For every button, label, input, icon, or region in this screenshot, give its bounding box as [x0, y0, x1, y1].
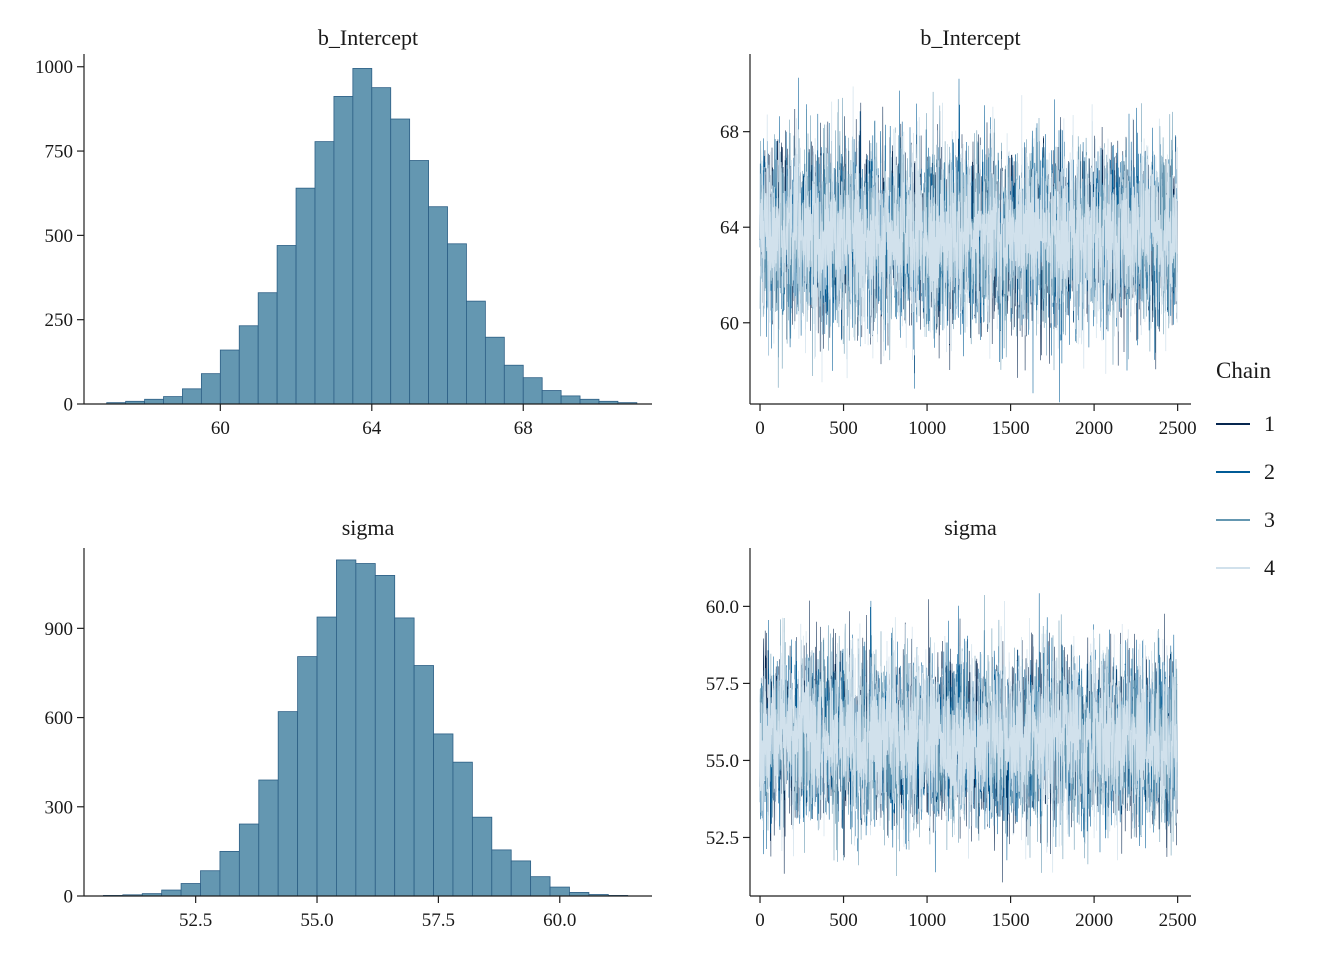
- histogram-sigma-canvas: 0 300 600 900 52.5 55.0 57.5 60.0: [45, 548, 652, 931]
- svg-text:750: 750: [45, 142, 74, 163]
- plot-title-trace-b-intercept: b_Intercept: [920, 25, 1021, 50]
- legend-item-label: 2: [1264, 459, 1275, 484]
- trace-b-intercept-panel: b_Intercept 60 64 68 0 500 1000 1500 2000 2500: [686, 8, 1201, 454]
- plot-title-hist-sigma: sigma: [341, 515, 395, 540]
- svg-text:1000: 1000: [908, 418, 946, 439]
- svg-text:57.5: 57.5: [422, 910, 455, 931]
- svg-text:55.0: 55.0: [706, 751, 739, 772]
- svg-text:60.0: 60.0: [706, 597, 739, 618]
- svg-text:900: 900: [45, 619, 74, 640]
- legend-item-chain-3: 3: [1216, 496, 1275, 544]
- svg-text:2500: 2500: [1159, 910, 1197, 931]
- legend-item-chain-4: 4: [1216, 544, 1275, 592]
- legend-item-label: 4: [1264, 555, 1275, 580]
- legend-item-chain-1: 1: [1216, 400, 1275, 448]
- chain-legend: Chain 1 2 3 4: [1216, 358, 1275, 592]
- svg-text:1500: 1500: [992, 910, 1030, 931]
- svg-text:1000: 1000: [908, 910, 946, 931]
- svg-text:60: 60: [720, 313, 739, 334]
- histogram-b-intercept-panel: b_Intercept 0 250 500 750 1000 60 64 68: [12, 8, 662, 454]
- svg-text:600: 600: [45, 708, 74, 729]
- svg-text:500: 500: [45, 226, 74, 247]
- svg-text:68: 68: [720, 122, 739, 143]
- svg-text:52.5: 52.5: [706, 828, 739, 849]
- svg-text:1000: 1000: [35, 57, 73, 78]
- svg-text:0: 0: [64, 887, 74, 908]
- histogram-sigma-panel: sigma 0 300 600 900 52.5 55.0 57.5 60.0: [12, 498, 662, 948]
- svg-text:300: 300: [45, 797, 74, 818]
- svg-text:500: 500: [829, 910, 858, 931]
- histogram-b-intercept-canvas: 0 250 500 750 1000 60 64 68: [35, 54, 652, 439]
- chain-4-line-swatch: [1216, 567, 1250, 569]
- trace-sigma-panel: sigma 52.5 55.0 57.5 60.0 0 500 1000 1500 2000 25…: [686, 498, 1201, 948]
- svg-text:0: 0: [755, 418, 765, 439]
- chain-1-line-swatch: [1216, 423, 1250, 425]
- svg-text:0: 0: [755, 910, 765, 931]
- chain-3-line-swatch: [1216, 519, 1250, 521]
- svg-text:55.0: 55.0: [300, 910, 333, 931]
- trace-b-intercept-canvas: 60 64 68 0 500 1000 1500 2000 2500: [720, 54, 1197, 439]
- svg-text:2000: 2000: [1075, 910, 1113, 931]
- svg-text:57.5: 57.5: [706, 674, 739, 695]
- svg-text:64: 64: [720, 218, 740, 239]
- trace-sigma-canvas: 52.5 55.0 57.5 60.0 0 500 1000 1500 2000 2500: [706, 548, 1197, 931]
- legend-item-label: 1: [1264, 411, 1275, 436]
- svg-text:52.5: 52.5: [179, 910, 212, 931]
- svg-text:60: 60: [211, 418, 230, 439]
- chain-2-line-swatch: [1216, 471, 1250, 473]
- svg-text:60.0: 60.0: [543, 910, 576, 931]
- legend-item-chain-2: 2: [1216, 448, 1275, 496]
- legend-item-label: 3: [1264, 507, 1275, 532]
- svg-text:0: 0: [64, 395, 74, 416]
- svg-text:2000: 2000: [1075, 418, 1113, 439]
- svg-text:1500: 1500: [992, 418, 1030, 439]
- svg-text:2500: 2500: [1159, 418, 1197, 439]
- svg-text:68: 68: [514, 418, 533, 439]
- svg-text:500: 500: [829, 418, 858, 439]
- plot-title-hist-b-intercept: b_Intercept: [317, 25, 419, 50]
- svg-text:64: 64: [362, 418, 382, 439]
- plot-title-trace-sigma: sigma: [944, 515, 997, 540]
- svg-text:250: 250: [45, 310, 74, 331]
- legend-title: Chain: [1216, 358, 1271, 383]
